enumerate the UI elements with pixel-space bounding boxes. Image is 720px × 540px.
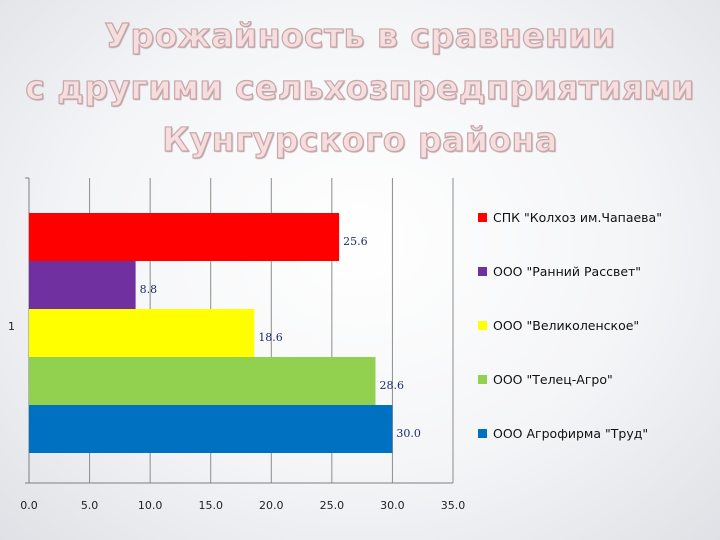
x-tick-label: 30.0 (380, 499, 405, 512)
legend-label: ООО "Великоленское" (493, 318, 639, 333)
x-tick-label: 5.0 (81, 499, 99, 512)
bar (29, 261, 136, 309)
legend-label: ООО "Ранний Рассвет" (493, 264, 641, 279)
x-tick-labels: 0.0 5.0 10.0 15.0 20.0 25.0 30.0 35.0 (20, 499, 465, 512)
bars (29, 213, 393, 453)
chart-title: Урожайность в сравнении с другими сельхо… (0, 10, 720, 166)
data-labels: 25.6 8.8 18.6 28.6 30.0 (140, 235, 421, 440)
legend-swatch (478, 429, 487, 438)
bar (29, 405, 393, 453)
bar (29, 357, 376, 405)
bar (29, 213, 340, 261)
legend-label: ООО "Телец-Агро" (493, 372, 613, 387)
x-tick-label: 25.0 (320, 499, 345, 512)
data-label: 25.6 (343, 235, 368, 248)
legend-swatch (478, 267, 487, 276)
category-labels: 1 (8, 320, 15, 333)
title-line-2: с другими сельхозпредприятиями (25, 67, 695, 107)
x-tick-label: 35.0 (441, 499, 466, 512)
bar (29, 309, 255, 357)
data-label: 18.6 (258, 331, 283, 344)
legend-swatch (478, 321, 487, 330)
category-label: 1 (8, 320, 15, 333)
title-line-3: Кунгурского района (162, 119, 558, 159)
legend-swatch (478, 375, 487, 384)
legend: СПК "Колхоз им.Чапаева" ООО "Ранний Рассв… (478, 210, 662, 441)
title-line-1: Урожайность в сравнении (104, 15, 616, 55)
x-tick-label: 15.0 (198, 499, 223, 512)
data-label: 30.0 (396, 427, 421, 440)
x-tick-label: 10.0 (138, 499, 163, 512)
legend-label: СПК "Колхоз им.Чапаева" (493, 210, 662, 225)
legend-label: ООО Агрофирма "Труд" (493, 426, 648, 441)
data-label: 28.6 (379, 379, 404, 392)
legend-swatch (478, 213, 487, 222)
x-tick-label: 0.0 (20, 499, 38, 512)
data-label: 8.8 (140, 283, 158, 296)
x-tick-label: 20.0 (259, 499, 284, 512)
